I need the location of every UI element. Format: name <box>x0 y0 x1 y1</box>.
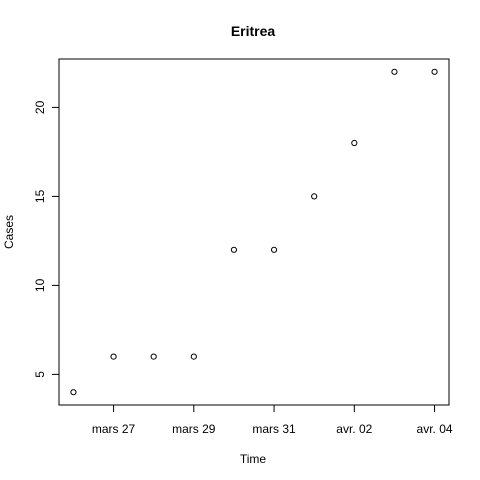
data-point <box>431 68 438 75</box>
y-tick-label: 10 <box>33 278 47 292</box>
x-tick-label: mars 31 <box>252 422 296 436</box>
data-point <box>311 193 318 200</box>
y-tick-label: 5 <box>33 371 47 378</box>
x-axis-label: Time <box>240 452 267 466</box>
data-points <box>70 68 438 396</box>
x-tick-label: avr. 04 <box>417 422 453 436</box>
data-point <box>351 139 358 147</box>
x-axis: mars 27 mars 29 mars 31 avr. 02 avr. 04 <box>92 404 453 436</box>
data-point <box>230 246 238 253</box>
y-axis-label: Cases <box>2 215 16 249</box>
x-tick-label: mars 29 <box>172 422 216 436</box>
x-tick-label: mars 27 <box>92 422 136 436</box>
data-point <box>270 246 278 253</box>
data-point <box>110 353 117 360</box>
y-axis: 5 10 15 20 <box>33 100 60 378</box>
x-tick-label: avr. 02 <box>336 422 372 436</box>
y-tick-label: 20 <box>33 100 47 114</box>
y-tick-label: 15 <box>33 189 47 203</box>
data-point <box>391 68 398 75</box>
data-point <box>150 353 157 360</box>
data-point <box>190 353 197 360</box>
chart-title: Eritrea <box>231 23 276 39</box>
data-point <box>70 389 77 396</box>
